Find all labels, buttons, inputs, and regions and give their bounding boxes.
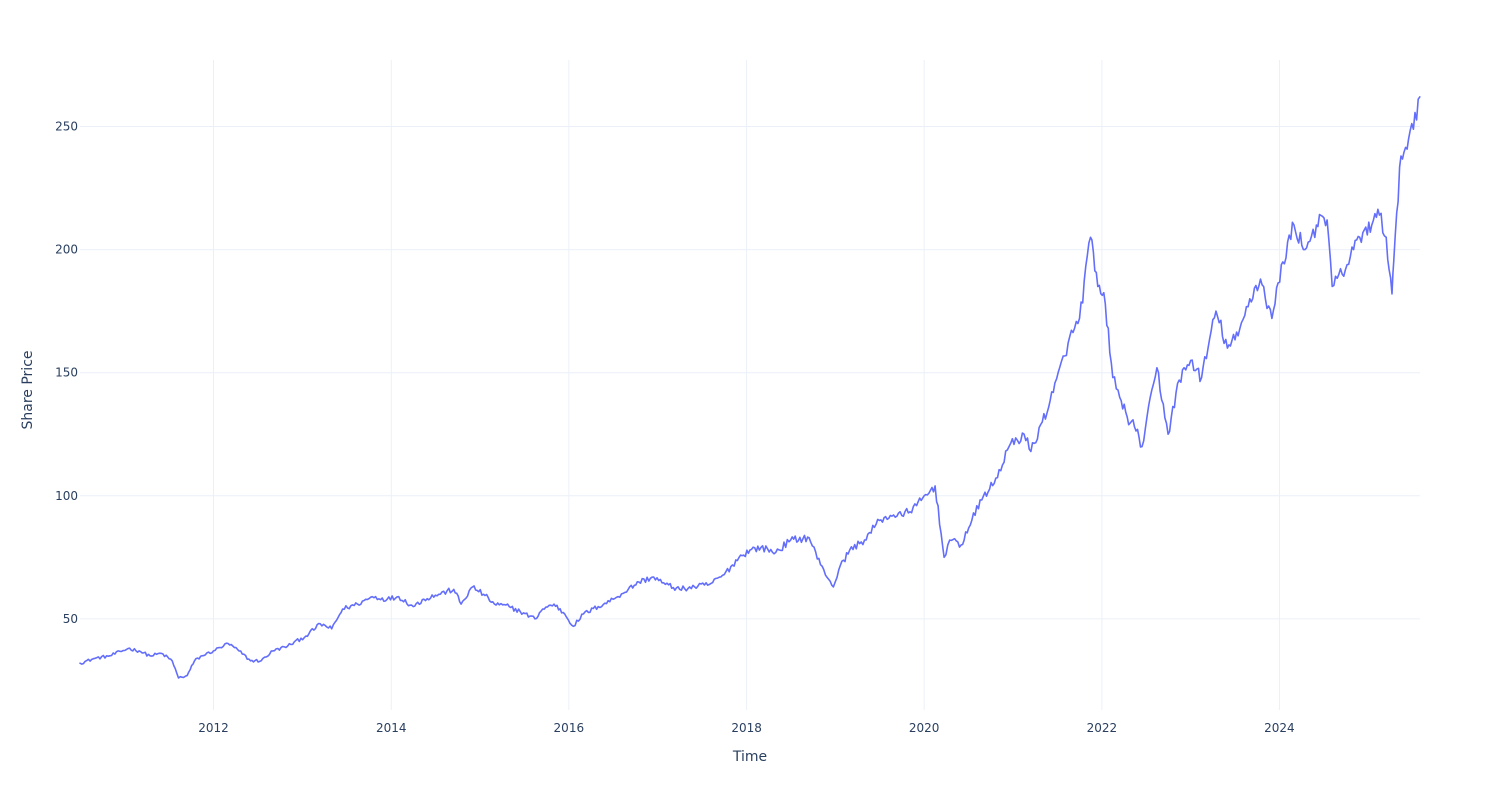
- series-layer: [79, 96, 1421, 679]
- y-tick-label-250: 250: [55, 119, 78, 133]
- y-axis-title: Share Price: [20, 350, 36, 429]
- series-line-0: [79, 96, 1421, 679]
- x-tick-label-2016: 2016: [554, 721, 585, 735]
- y-tick-label-150: 150: [55, 366, 78, 380]
- x-tick-label-2012: 2012: [198, 721, 229, 735]
- grid-layer: [80, 60, 1420, 710]
- x-tick-label-2018: 2018: [731, 721, 762, 735]
- x-tick-label-2020: 2020: [909, 721, 940, 735]
- x-tick-label-2014: 2014: [376, 721, 407, 735]
- tick-layer: 2012 2014 2016 2018 2020 2022 2024 50 100 150 200 2…: [55, 119, 1295, 735]
- y-tick-label-50: 50: [63, 612, 78, 626]
- x-tick-label-2024: 2024: [1264, 721, 1295, 735]
- x-tick-label-2022: 2022: [1087, 721, 1118, 735]
- x-axis-title: Time: [732, 749, 767, 765]
- y-tick-label-100: 100: [55, 489, 78, 503]
- y-tick-label-200: 200: [55, 243, 78, 257]
